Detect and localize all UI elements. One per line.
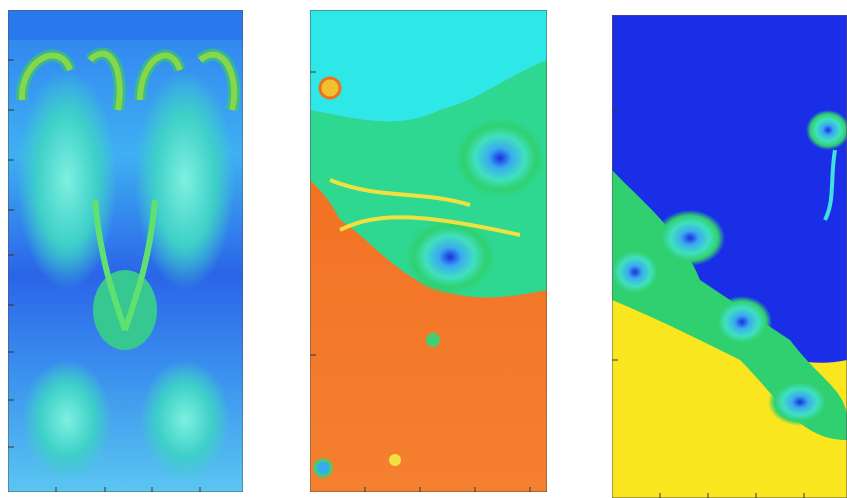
plume: [135, 70, 235, 290]
panel-right: [612, 15, 847, 498]
vortex: [768, 378, 832, 426]
tick-marks: [8, 59, 201, 492]
plume: [17, 70, 117, 290]
axis-ticks: [8, 59, 805, 498]
vortex: [405, 219, 495, 295]
stem: [92, 199, 158, 331]
blob: [426, 333, 440, 347]
panel-middle: [310, 10, 547, 492]
vortex: [655, 210, 725, 266]
tick-marks: [310, 71, 531, 492]
vortex: [806, 110, 847, 150]
panel-left: [8, 10, 243, 492]
filament: [823, 149, 837, 221]
vortex: [712, 296, 772, 348]
plume: [22, 360, 112, 480]
top-layer: [8, 10, 243, 40]
vortex: [455, 118, 545, 198]
fringe: [329, 178, 521, 237]
upper-fluid: [310, 10, 547, 122]
blob: [318, 76, 342, 100]
blob: [313, 458, 333, 478]
vortex-band: [15, 47, 241, 112]
blob: [389, 454, 401, 466]
plume: [140, 360, 230, 480]
vortex: [612, 246, 663, 298]
tick-marks: [612, 109, 805, 498]
plume-head: [93, 270, 157, 350]
lower-fluid: [612, 300, 847, 498]
